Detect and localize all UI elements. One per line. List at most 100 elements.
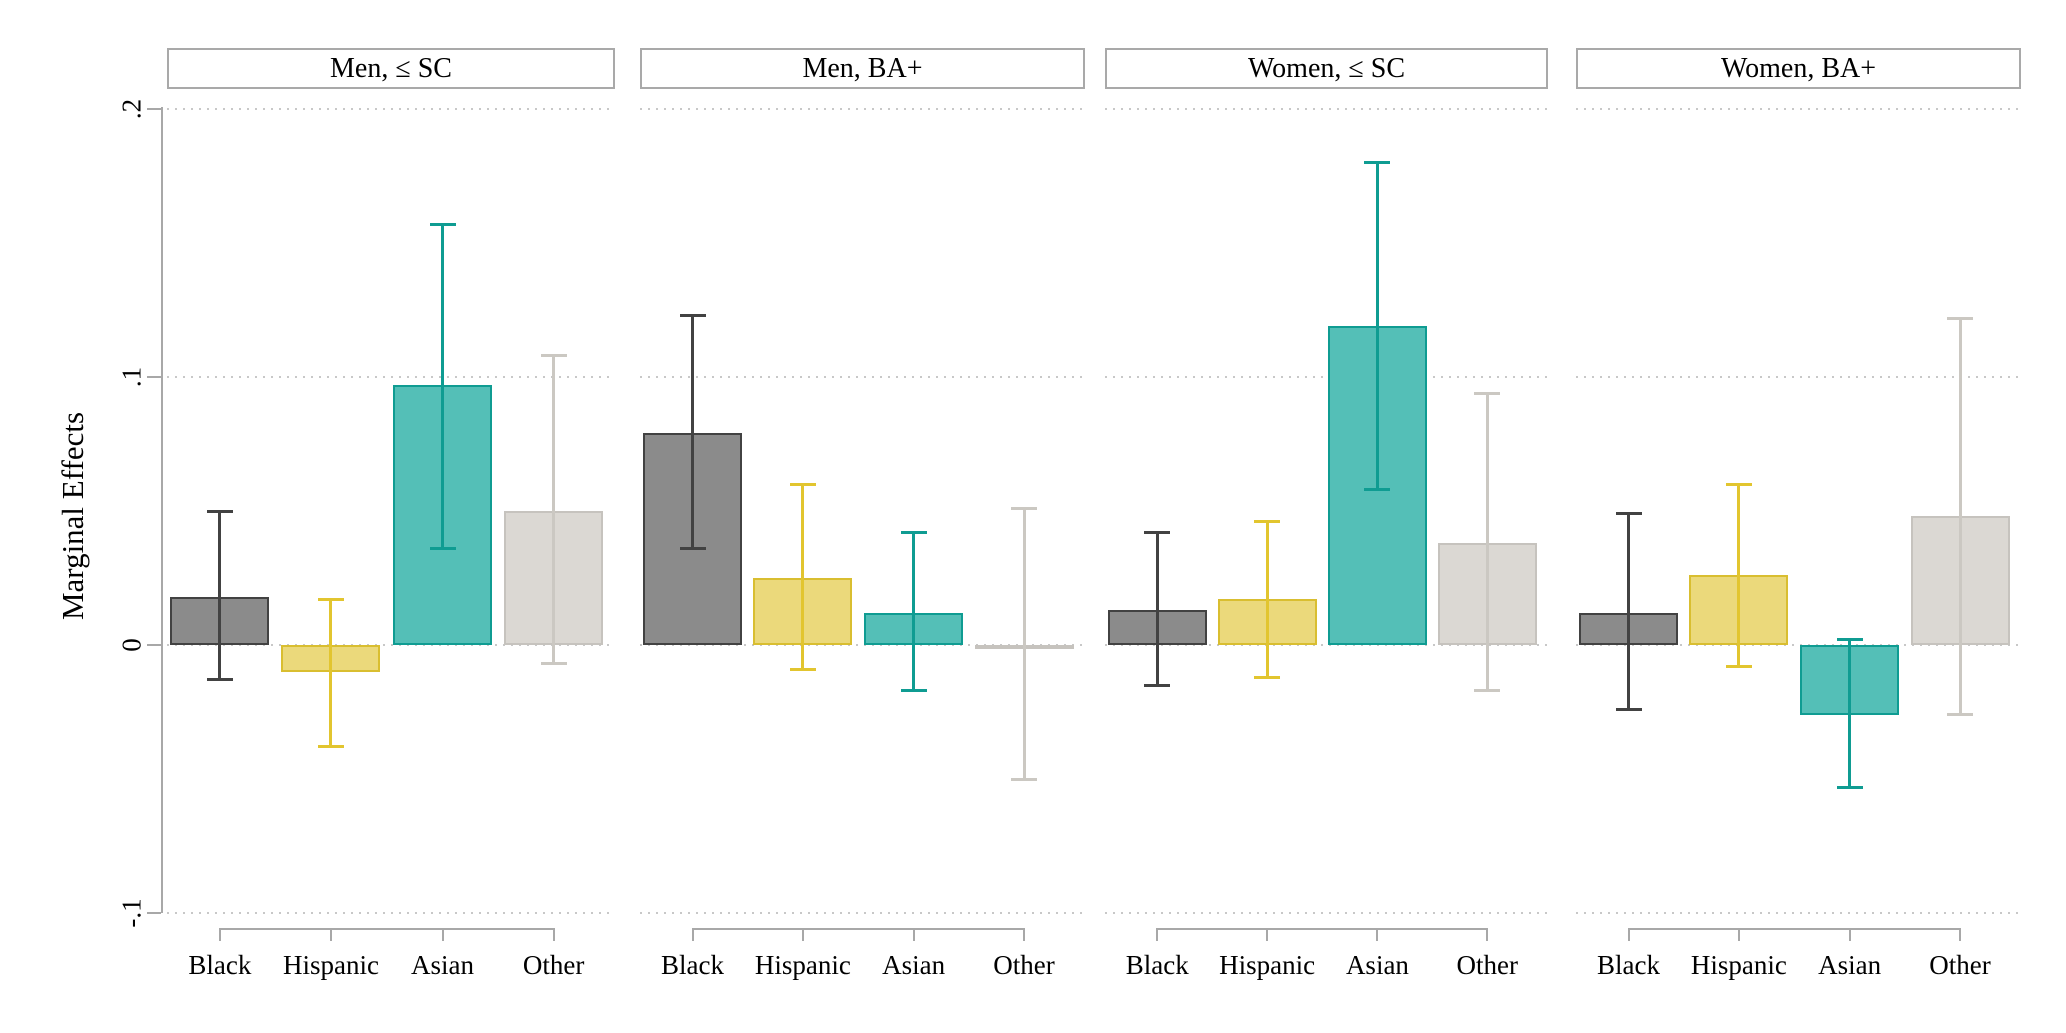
x-bracket-tick-panel-2-other — [1023, 928, 1026, 941]
errorbar-cap-high-panel-3-black — [1144, 530, 1171, 534]
x-bracket-tick-panel-3-hispanic — [1266, 928, 1269, 941]
y-tick-label-0: 0 — [116, 638, 147, 652]
errorbar-panel-1-black — [218, 511, 222, 680]
x-bracket-tick-panel-4-asian — [1848, 928, 1851, 941]
errorbar-panel-1-other — [552, 355, 556, 664]
x-category-label-panel-2-asian: Asian — [882, 950, 946, 980]
errorbar-cap-low-panel-3-asian — [1364, 488, 1391, 492]
errorbar-panel-4-black — [1627, 513, 1630, 710]
x-bracket-tick-panel-1-other — [552, 928, 555, 941]
errorbar-cap-low-panel-1-black — [206, 678, 233, 682]
x-bracket-tick-panel-3-black — [1156, 928, 1159, 941]
x-category-label-panel-4-black: Black — [1597, 950, 1660, 980]
errorbar-cap-high-panel-4-other — [1947, 316, 1974, 320]
errorbar-panel-2-hispanic — [801, 484, 805, 670]
errorbar-cap-high-panel-1-black — [206, 509, 233, 513]
errorbar-cap-low-panel-1-other — [540, 662, 567, 666]
errorbar-cap-high-panel-2-black — [679, 313, 706, 317]
errorbar-panel-2-black — [691, 315, 694, 549]
panel-header-label-panel-2: Men, BA+ — [802, 52, 923, 84]
errorbar-cap-high-panel-1-other — [540, 354, 567, 358]
gridline-1-panel-3 — [1105, 912, 1548, 914]
y-axis-tick — [147, 644, 161, 646]
gridline-0-panel-2 — [640, 644, 1085, 646]
errorbar-panel-4-hispanic — [1737, 484, 1741, 667]
gridline-1-panel-1 — [167, 376, 615, 378]
x-bracket-tick-panel-1-hispanic — [329, 928, 332, 941]
x-bracket-tick-panel-3-other — [1486, 928, 1489, 941]
gridline-1-panel-4 — [1576, 376, 2021, 378]
x-category-label-panel-1-hispanic: Hispanic — [282, 950, 379, 980]
gridline-1-panel-3 — [1105, 376, 1548, 378]
gridline-0-panel-4 — [1576, 644, 2021, 646]
x-bracket-tick-panel-4-other — [1959, 928, 1962, 941]
x-category-label-panel-1-asian: Asian — [411, 950, 475, 980]
errorbar-cap-low-panel-2-asian — [900, 689, 927, 693]
gridline-0-panel-3 — [1105, 644, 1548, 646]
errorbar-cap-high-panel-2-other — [1011, 506, 1038, 510]
panel-header-panel-4: Women, BA+ — [1576, 48, 2021, 89]
x-category-label-panel-1-black: Black — [188, 950, 252, 980]
errorbar-cap-high-panel-2-hispanic — [789, 482, 816, 486]
gridline-1-panel-1 — [167, 912, 615, 914]
panel-header-panel-1: Men, ≤ SC — [167, 48, 615, 89]
errorbar-panel-1-hispanic — [329, 599, 333, 747]
x-bracket-tick-panel-2-black — [691, 928, 694, 941]
errorbar-cap-low-panel-4-asian — [1836, 785, 1863, 789]
errorbar-panel-3-black — [1155, 532, 1159, 686]
errorbar-cap-low-panel-3-hispanic — [1254, 675, 1281, 679]
gridline-1-panel-4 — [1576, 912, 2021, 914]
x-category-label-panel-3-black: Black — [1125, 950, 1189, 980]
gridline-2-panel-1 — [167, 108, 615, 110]
y-tick-label-2: .2 — [116, 98, 147, 120]
errorbar-panel-3-asian — [1375, 162, 1379, 490]
errorbar-cap-high-panel-1-hispanic — [317, 597, 344, 601]
x-bracket-tick-panel-1-asian — [441, 928, 444, 941]
x-bracket-panel-4 — [1628, 928, 1961, 930]
errorbar-cap-low-panel-2-hispanic — [789, 667, 816, 671]
gridline-2-panel-4 — [1576, 108, 2021, 110]
errorbar-cap-low-panel-3-other — [1474, 689, 1501, 693]
x-category-label-panel-1-other: Other — [522, 950, 585, 980]
panel-header-label-panel-3: Women, ≤ SC — [1247, 52, 1405, 84]
y-tick-label-1: -.1 — [116, 898, 147, 928]
y-tick-label-1: .1 — [116, 366, 147, 388]
x-category-label-panel-3-other: Other — [1456, 950, 1519, 980]
errorbar-panel-1-asian — [441, 224, 445, 549]
errorbar-cap-high-panel-2-asian — [900, 530, 927, 534]
errorbar-cap-high-panel-1-asian — [429, 222, 456, 226]
x-category-label-panel-2-other: Other — [993, 950, 1055, 980]
errorbar-cap-low-panel-2-black — [679, 547, 706, 551]
y-axis-tick — [147, 912, 161, 914]
x-bracket-tick-panel-2-asian — [912, 928, 915, 941]
x-bracket-tick-panel-1-black — [218, 928, 221, 941]
x-bracket-panel-2 — [692, 928, 1025, 930]
errorbar-cap-high-panel-4-asian — [1836, 638, 1863, 642]
x-category-label-panel-2-hispanic: Hispanic — [754, 950, 851, 980]
errorbar-cap-high-panel-4-black — [1615, 512, 1642, 516]
x-bracket-tick-panel-4-black — [1627, 928, 1630, 941]
x-category-label-panel-4-asian: Asian — [1818, 950, 1882, 980]
gridline-1-panel-2 — [640, 376, 1085, 378]
gridline-0-panel-1 — [167, 644, 615, 646]
errorbar-cap-low-panel-4-black — [1615, 707, 1642, 711]
errorbar-cap-low-panel-1-hispanic — [317, 745, 344, 749]
x-category-label-panel-3-asian: Asian — [1345, 950, 1409, 980]
x-bracket-panel-3 — [1157, 928, 1488, 930]
panel-header-label-panel-1: Men, ≤ SC — [330, 52, 452, 84]
errorbar-cap-low-panel-1-asian — [429, 547, 456, 551]
x-bracket-tick-panel-2-hispanic — [801, 928, 804, 941]
x-category-label-panel-4-other: Other — [1929, 950, 1991, 980]
gridline-1-panel-2 — [640, 912, 1085, 914]
x-category-label-panel-2-black: Black — [661, 950, 724, 980]
y-axis-tick — [147, 108, 161, 110]
gridline-2-panel-2 — [640, 108, 1085, 110]
errorbar-cap-low-panel-2-other — [1011, 777, 1038, 781]
errorbar-panel-4-other — [1958, 318, 1962, 715]
panel-header-panel-2: Men, BA+ — [640, 48, 1085, 89]
panel-header-panel-3: Women, ≤ SC — [1105, 48, 1548, 89]
gridline-2-panel-3 — [1105, 108, 1548, 110]
errorbar-cap-high-panel-4-hispanic — [1725, 482, 1752, 486]
